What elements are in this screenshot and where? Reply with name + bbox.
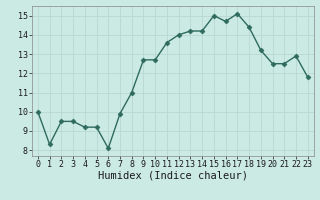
X-axis label: Humidex (Indice chaleur): Humidex (Indice chaleur) xyxy=(98,171,248,181)
